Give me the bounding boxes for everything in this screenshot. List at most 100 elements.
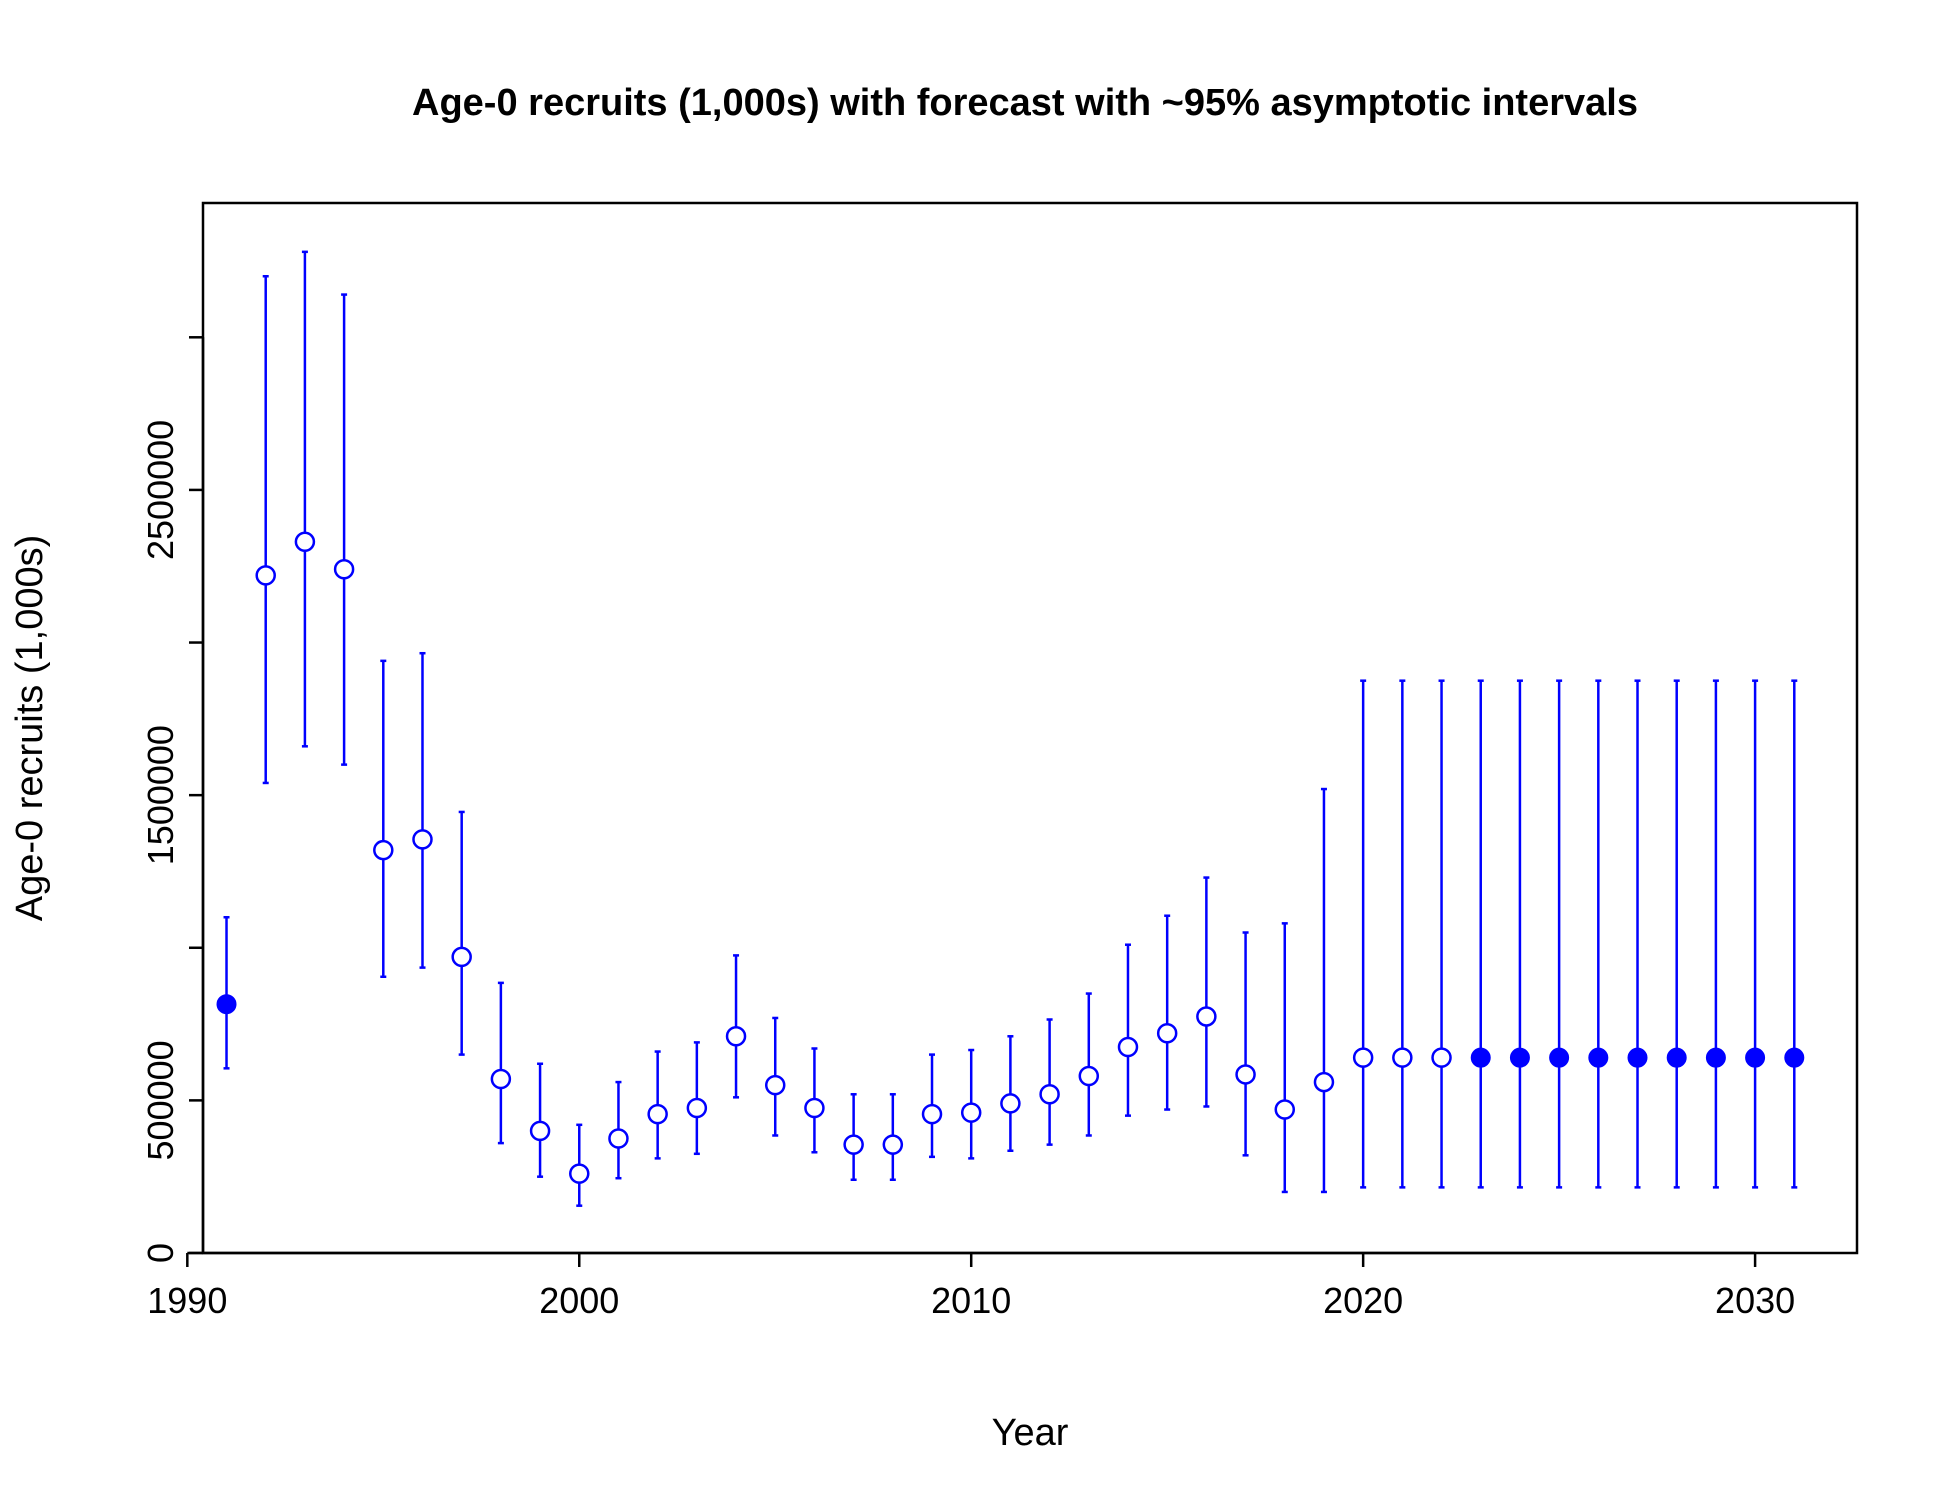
data-point-open — [882, 1134, 904, 1155]
data-point-group — [1235, 931, 1256, 1157]
data-point-group — [1078, 992, 1100, 1137]
data-point-group — [843, 1093, 864, 1181]
data-point-filled — [1588, 1047, 1609, 1068]
data-point-open — [373, 839, 394, 861]
data-point-group — [1784, 679, 1805, 1189]
data-point-group — [921, 1053, 943, 1159]
data-point-open — [412, 829, 433, 850]
data-point-open — [451, 946, 472, 968]
y-tick-label: 0 — [140, 1243, 181, 1263]
data-point-open — [1274, 1099, 1296, 1120]
data-point-open — [921, 1103, 943, 1125]
y-tick-label: 2500000 — [140, 420, 181, 560]
data-point-open — [255, 565, 276, 586]
data-point-filled — [1745, 1047, 1766, 1068]
plot-frame — [201, 201, 1859, 1255]
data-point-group — [1156, 914, 1178, 1111]
data-point-group — [804, 1047, 825, 1154]
data-point-group — [960, 1048, 982, 1160]
data-point-open — [725, 1026, 747, 1047]
data-point-group — [1509, 679, 1530, 1189]
data-point-group — [1274, 922, 1296, 1194]
data-point-group — [1705, 679, 1726, 1189]
data-point-group — [1549, 679, 1570, 1189]
x-tick-label: 2020 — [1323, 1280, 1403, 1321]
data-point-filled — [1666, 1047, 1687, 1068]
data-point-group — [1352, 679, 1374, 1189]
data-point-open — [960, 1102, 982, 1123]
data-point-group — [255, 275, 276, 785]
data-point-open — [647, 1103, 668, 1125]
data-point-group — [1392, 679, 1413, 1189]
y-tick-label: 1500000 — [140, 725, 181, 865]
data-point-open — [294, 531, 316, 553]
data-point-group — [490, 981, 512, 1145]
data-point-filled — [1549, 1047, 1570, 1068]
data-point-open — [490, 1068, 512, 1090]
data-point-group — [764, 1016, 786, 1137]
data-point-group — [333, 293, 355, 766]
data-point-open — [1352, 1047, 1374, 1068]
data-point-open — [1196, 1006, 1217, 1027]
data-point-open — [529, 1120, 551, 1142]
data-point-group — [412, 651, 433, 969]
data-point-group — [1117, 943, 1139, 1117]
data-point-open — [1235, 1064, 1256, 1085]
data-point-open — [1000, 1093, 1021, 1114]
x-axis: 1990 2000 2010 2020 2030 — [147, 1251, 1795, 1321]
data-point-group — [1588, 679, 1609, 1189]
data-point-open — [764, 1074, 786, 1096]
data-point-group — [686, 1041, 708, 1156]
data-point-filled — [1627, 1047, 1648, 1068]
x-tick-label: 2010 — [931, 1280, 1011, 1321]
data-point-open — [686, 1097, 708, 1119]
data-point-open — [333, 559, 355, 580]
data-point-group — [294, 250, 316, 748]
y-axis: 0 500000 1500000 2500000 — [140, 336, 205, 1263]
data-point-filled — [1784, 1047, 1805, 1068]
data-point-group — [1313, 787, 1335, 1194]
data-point-group — [608, 1080, 629, 1180]
x-tick-label: 1990 — [147, 1280, 227, 1321]
data-point-open — [1117, 1036, 1139, 1058]
data-point-group — [1431, 679, 1452, 1189]
data-point-filled — [1705, 1047, 1726, 1068]
data-point-group — [1470, 679, 1491, 1189]
data-point-open — [1039, 1084, 1060, 1105]
chart-title: Age-0 recruits (1,000s) with forecast wi… — [412, 82, 1638, 124]
data-point-group — [647, 1050, 668, 1160]
x-axis-label: Year — [992, 1412, 1069, 1454]
data-point-group — [1666, 679, 1687, 1189]
data-point-open — [608, 1128, 629, 1149]
data-point-open — [569, 1163, 590, 1184]
data-point-group — [882, 1093, 904, 1181]
data-point-group — [529, 1062, 551, 1178]
data-point-open — [1156, 1022, 1178, 1044]
data-point-open — [1431, 1047, 1452, 1068]
data-point-open — [843, 1134, 864, 1155]
data-point-open — [804, 1097, 825, 1119]
data-point-open — [1078, 1065, 1100, 1087]
y-axis-label: Age-0 recruits (1,000s) — [9, 535, 51, 922]
x-tick-label: 2000 — [539, 1280, 619, 1321]
data-point-open — [1313, 1071, 1335, 1093]
x-tick-label: 2030 — [1715, 1280, 1795, 1321]
data-point-group — [1196, 876, 1217, 1108]
data-point-group — [1039, 1018, 1060, 1146]
data-point-group — [451, 810, 472, 1056]
y-tick-label: 500000 — [140, 1040, 181, 1160]
data-point-group — [569, 1123, 590, 1207]
data-point-group — [1627, 679, 1648, 1189]
data-point-group — [725, 954, 747, 1099]
data-point-group — [373, 659, 394, 979]
data-point-group — [1745, 679, 1766, 1189]
data-point-filled — [216, 994, 237, 1015]
data-point-filled — [1470, 1047, 1491, 1068]
data-point-filled — [1509, 1047, 1530, 1068]
data-points — [216, 250, 1805, 1207]
data-point-group — [1000, 1035, 1021, 1152]
data-point-open — [1392, 1047, 1413, 1068]
data-point-group — [216, 915, 237, 1070]
